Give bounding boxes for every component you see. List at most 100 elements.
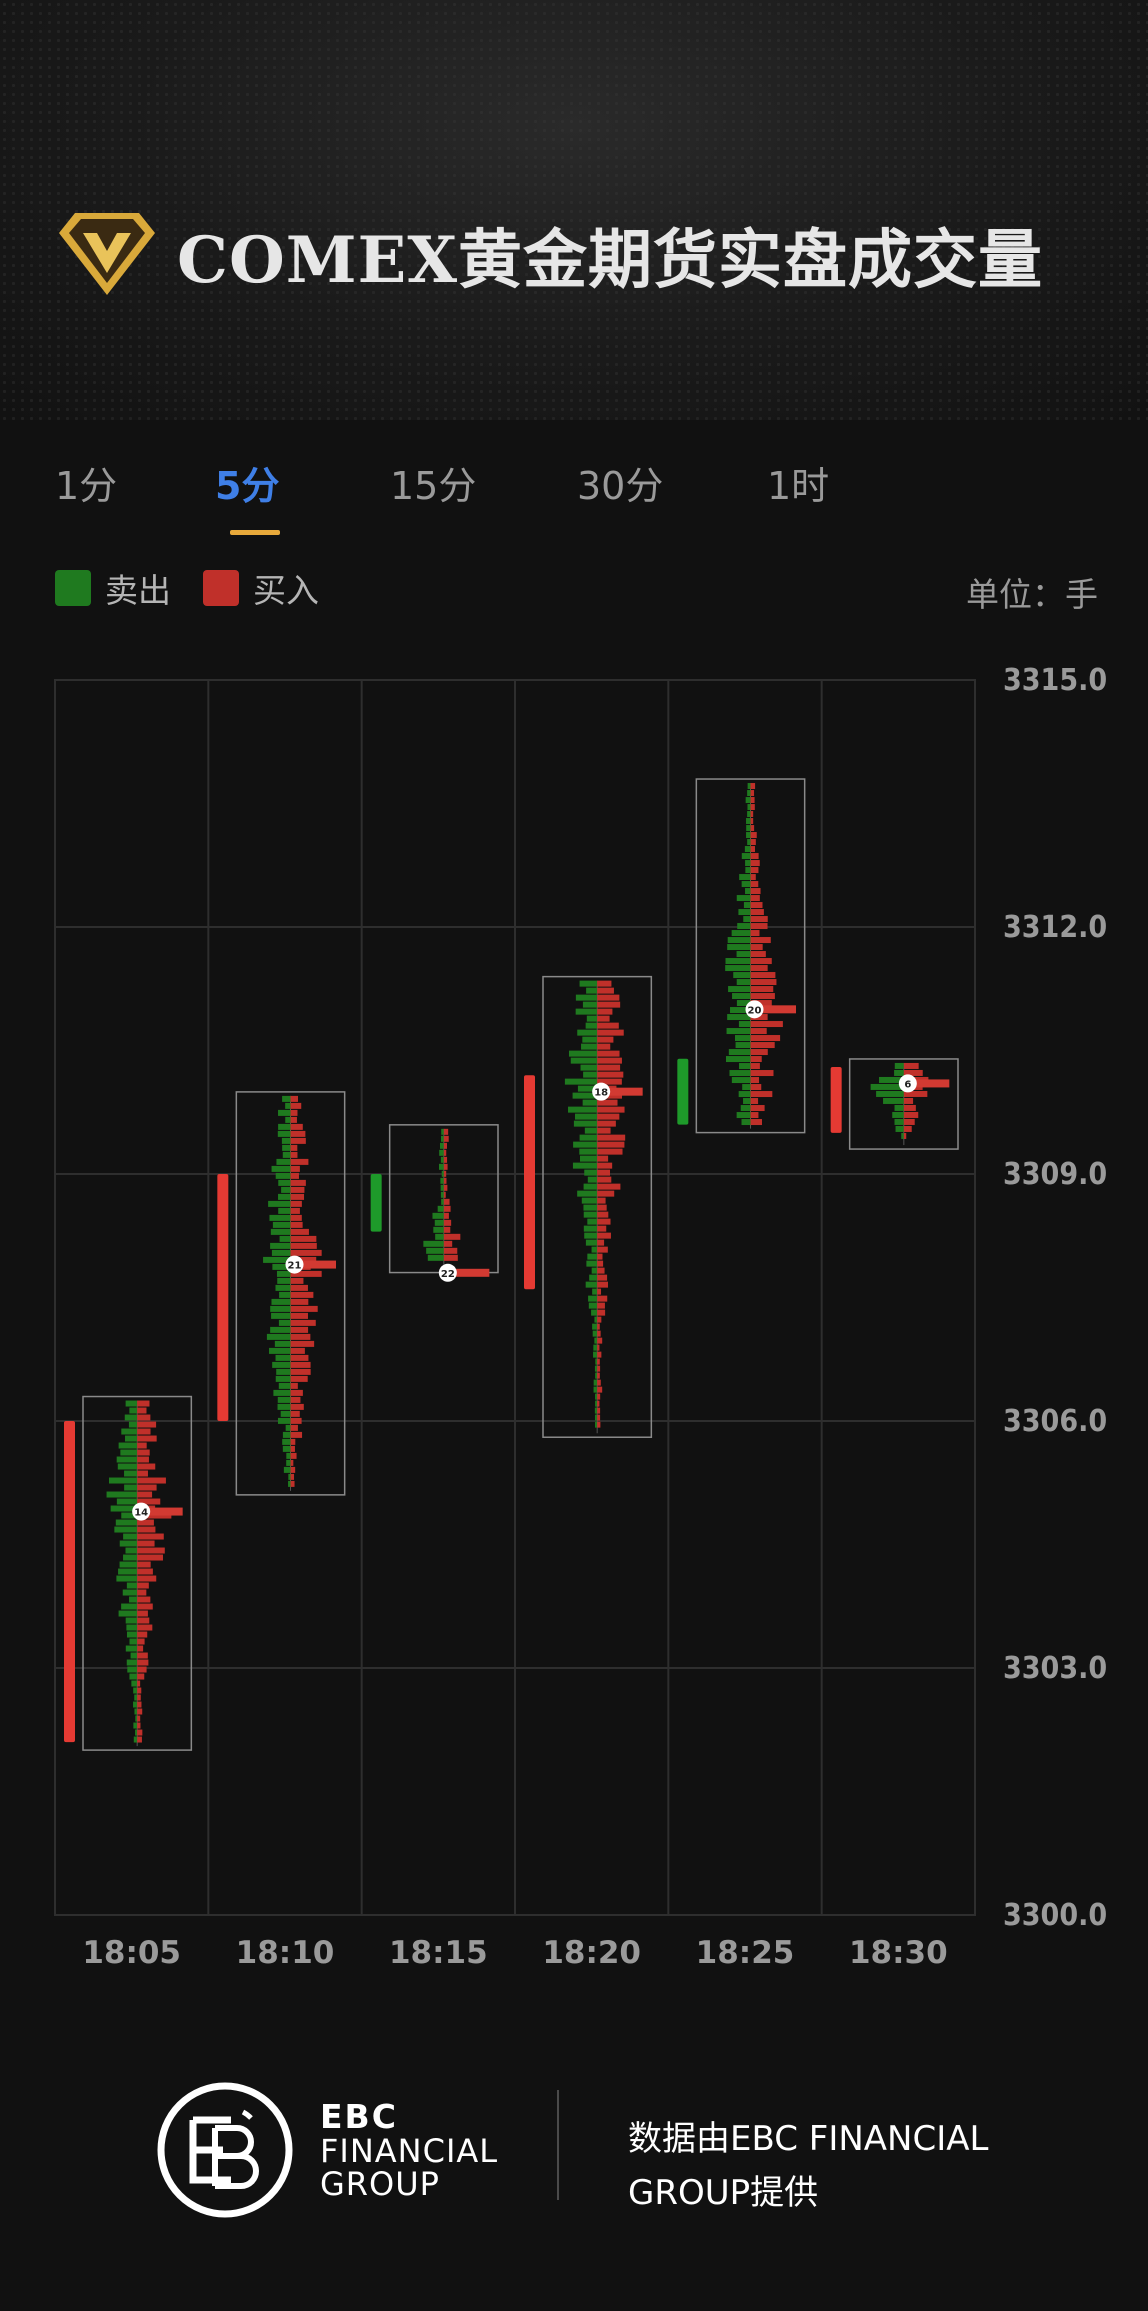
buy-volume-bar (290, 1235, 317, 1242)
x-tick-label: 18:15 (389, 1935, 488, 1971)
buy-volume-bar (290, 1144, 298, 1151)
poc-volume-label: 14 (134, 1508, 148, 1519)
sell-volume-bar (426, 1247, 444, 1254)
sell-volume-bar (130, 1652, 138, 1659)
sell-volume-bar (121, 1603, 138, 1610)
buy-volume-bar (597, 980, 612, 987)
sell-volume-bar (288, 1473, 291, 1480)
sell-volume-bar (574, 1113, 598, 1120)
poc-bar (443, 1268, 490, 1277)
sell-volume-bar (129, 1638, 138, 1645)
sell-volume-bar (727, 1014, 751, 1021)
buy-volume-bar (137, 1568, 153, 1575)
sell-volume-bar (739, 1063, 751, 1070)
x-tick-label: 18:10 (236, 1935, 335, 1971)
buy-volume-bar (750, 986, 774, 993)
sell-volume-bar (116, 1575, 138, 1582)
buy-volume-bar (290, 1158, 309, 1165)
buy-volume-bar (750, 881, 759, 888)
sell-volume-bar (588, 1295, 598, 1302)
buy-volume-bar (597, 1295, 608, 1302)
active-tab-indicator (230, 530, 280, 535)
buy-volume-bar (903, 1118, 915, 1125)
tab-15min[interactable]: 15分 (390, 464, 477, 508)
sell-volume-bar (437, 1205, 444, 1212)
sell-volume-bar (583, 1071, 598, 1078)
buy-volume-bar (137, 1666, 147, 1673)
buy-volume-bar (750, 972, 776, 979)
sell-volume-bar (274, 1340, 291, 1347)
buy-volume-bar (290, 1473, 295, 1480)
buy-volume-bar (443, 1177, 447, 1184)
buy-volume-bar (597, 1267, 605, 1274)
sell-volume-bar (744, 846, 751, 853)
sell-volume-bar (286, 1459, 291, 1466)
tab-5min[interactable]: 5分 (215, 464, 280, 508)
buy-volume-bar (137, 1687, 142, 1694)
sell-volume-bar (440, 1191, 444, 1198)
sell-volume-bar (736, 1112, 751, 1119)
brand-line1: EBC (320, 2097, 398, 2136)
buy-volume-bar (597, 1246, 608, 1253)
sell-volume-bar (564, 1078, 598, 1085)
sell-volume-bar (725, 1056, 751, 1063)
buy-volume-bar (597, 1393, 601, 1400)
sell-volume-bar (282, 1445, 291, 1452)
buy-volume-bar (750, 832, 757, 839)
sell-volume-bar (288, 1480, 291, 1487)
sell-volume-bar (271, 1165, 291, 1172)
poc-bar (750, 1005, 796, 1014)
buy-volume-bar (597, 1211, 609, 1218)
poc-volume-label: 21 (288, 1261, 302, 1272)
world-map-dots (0, 0, 1148, 420)
sell-volume-bar (266, 1333, 291, 1340)
buy-volume-bar (290, 1172, 299, 1179)
buy-volume-bar (597, 987, 614, 994)
brand-line2: FINANCIAL (320, 2131, 499, 2170)
buy-volume-bar (597, 1120, 616, 1127)
tab-1min[interactable]: 1分 (55, 464, 118, 508)
sell-volume-bar (731, 930, 751, 937)
buy-volume-bar (137, 1561, 151, 1568)
buy-volume-bar (290, 1417, 302, 1424)
sell-volume-bar (134, 1708, 138, 1715)
buy-volume-bar (597, 1078, 622, 1085)
tab-1hour[interactable]: 1时 (767, 464, 830, 508)
sell-volume-bar (737, 923, 751, 930)
sell-volume-bar (116, 1498, 138, 1505)
sell-volume-bar (269, 1347, 291, 1354)
sell-volume-bar (278, 1207, 291, 1214)
buy-volume-bar (597, 994, 620, 1001)
buy-volume-bar (137, 1631, 148, 1638)
buy-volume-bar (597, 1197, 606, 1204)
buy-volume-bar (750, 923, 768, 930)
sell-volume-bar (583, 1211, 598, 1218)
sell-volume-bar (593, 1386, 598, 1393)
buy-volume-bar (597, 1001, 621, 1008)
sell-volume-bar (129, 1673, 138, 1680)
buy-volume-bar (137, 1575, 157, 1582)
buy-volume-bar (750, 1119, 762, 1126)
sell-volume-bar (115, 1519, 138, 1526)
sell-volume-bar (277, 1396, 291, 1403)
ebc-brand-text: EBC FINANCIAL GROUP (320, 2097, 499, 2202)
sell-volume-bar (581, 1197, 598, 1204)
buy-volume-bar (290, 1193, 305, 1200)
buy-volume-bar (290, 1403, 304, 1410)
buy-volume-bar (137, 1582, 149, 1589)
sell-volume-bar (272, 1221, 291, 1228)
buy-volume-bar (750, 951, 766, 958)
poc-volume-label: 22 (441, 1269, 455, 1280)
sell-volume-bar (277, 1277, 291, 1284)
poc-bar (137, 1507, 183, 1516)
sell-volume-bar (746, 818, 751, 825)
sell-volume-bar (591, 1309, 598, 1316)
poc-bar (290, 1260, 336, 1269)
sell-volume-bar (129, 1596, 138, 1603)
buy-volume-bar (597, 1365, 601, 1372)
candle-body (830, 1066, 842, 1133)
tab-30min[interactable]: 30分 (577, 464, 664, 508)
sell-volume-bar (278, 1319, 291, 1326)
sell-volume-bar (584, 1169, 598, 1176)
buy-volume-bar (290, 1207, 300, 1214)
